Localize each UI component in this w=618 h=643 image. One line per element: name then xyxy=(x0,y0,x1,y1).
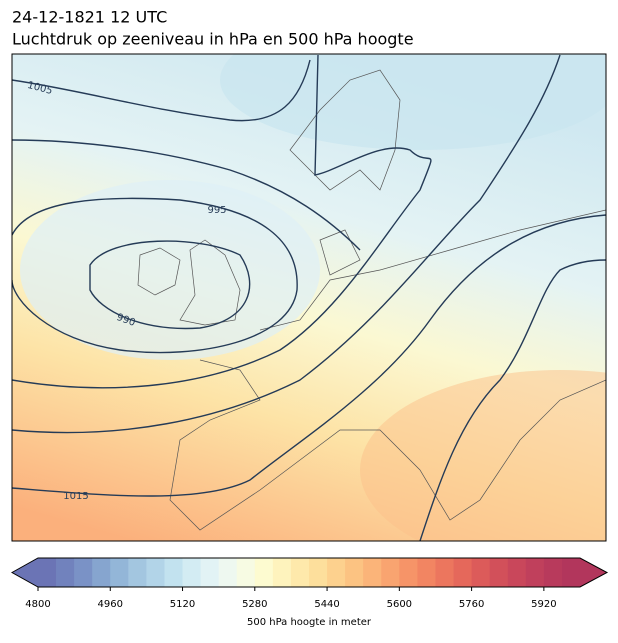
colorbar-tick-label: 5120 xyxy=(170,599,195,610)
colorbar-bin xyxy=(236,558,256,587)
colorbar-tick-label: 4960 xyxy=(98,599,123,610)
colorbar-bin xyxy=(489,558,509,587)
isobar xyxy=(12,54,561,434)
colorbar-bin xyxy=(290,558,310,587)
colorbar-bin xyxy=(128,558,147,587)
colorbar-bin xyxy=(164,558,183,587)
isobar xyxy=(12,139,361,251)
colorbar-bin xyxy=(327,558,346,587)
isobar-label: 995 xyxy=(207,205,226,216)
colorbar-bin xyxy=(399,558,418,587)
colorbar-bin xyxy=(146,558,165,587)
colorbar-bin xyxy=(345,558,364,587)
height-field xyxy=(20,180,320,360)
colorbar-bin xyxy=(218,558,238,587)
colorbar-bin xyxy=(56,558,75,587)
colorbar: 4800 4960 5120 5280 5440 5600 5760 5920 xyxy=(10,557,609,610)
colorbar-bin xyxy=(254,558,274,587)
colorbar-bin xyxy=(543,558,563,587)
colorbar-bin xyxy=(417,558,436,587)
map: 1005 995 990 1015 xyxy=(12,54,606,541)
coastline xyxy=(137,69,606,531)
colorbar-tick-label: 4800 xyxy=(25,599,50,610)
isobar-label: 1015 xyxy=(63,491,88,502)
isobar xyxy=(12,197,298,354)
isobar xyxy=(12,59,311,122)
colorbar-tick-label: 5920 xyxy=(531,599,556,610)
isobar xyxy=(89,240,251,330)
colorbar-bin xyxy=(74,558,93,587)
colorbar-tick-label: 5760 xyxy=(459,599,484,610)
height-field xyxy=(360,370,606,541)
colorbar-tick-label: 5600 xyxy=(387,599,412,610)
colorbar-bin xyxy=(38,558,57,587)
isobar xyxy=(12,54,432,389)
colorbar-bin xyxy=(92,558,111,587)
isobar xyxy=(419,259,606,541)
date-title: 24-12-1821 12 UTC xyxy=(12,8,167,27)
colorbar-tick-label: 5440 xyxy=(314,599,339,610)
colorbar-bin xyxy=(525,558,545,587)
colorbar-bin xyxy=(363,558,382,587)
colorbar-bin xyxy=(453,558,472,587)
colorbar-bin xyxy=(309,558,328,587)
colorbar-bin xyxy=(381,558,400,587)
colorbar-extend xyxy=(12,558,38,587)
isobar xyxy=(12,214,606,497)
colorbar-bin xyxy=(110,558,129,587)
colorbar-tick-label: 5280 xyxy=(242,599,267,610)
colorbar-bin xyxy=(182,558,201,587)
colorbar-extend xyxy=(580,558,607,587)
map-frame xyxy=(11,53,607,542)
colorbar-bin xyxy=(200,558,220,587)
colorbar-bin xyxy=(272,558,292,587)
colorbar-bin xyxy=(507,558,527,587)
colorbar-label: 500 hPa hoogte in meter xyxy=(247,617,372,628)
colorbar-bin xyxy=(561,558,581,587)
colorbar-bin xyxy=(435,558,454,587)
colorbar-bin xyxy=(471,558,491,587)
map-title: Luchtdruk op zeeniveau in hPa en 500 hPa… xyxy=(12,30,414,49)
